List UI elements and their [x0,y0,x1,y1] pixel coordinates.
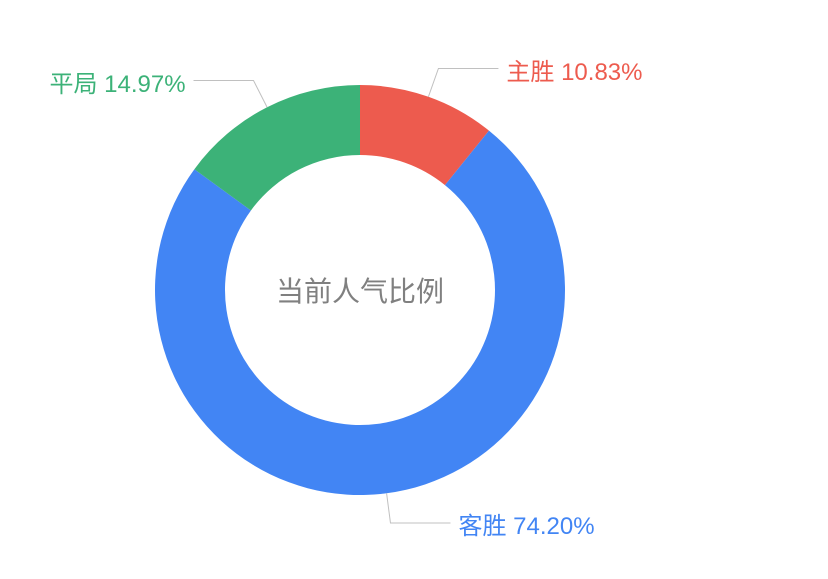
leader-line [428,68,498,96]
popularity-donut-chart: 当前人气比例 主胜 10.83%客胜 74.20%平局 14.97% [0,0,828,579]
leader-line [387,493,451,523]
leader-line [194,81,268,108]
donut-svg [0,0,828,579]
